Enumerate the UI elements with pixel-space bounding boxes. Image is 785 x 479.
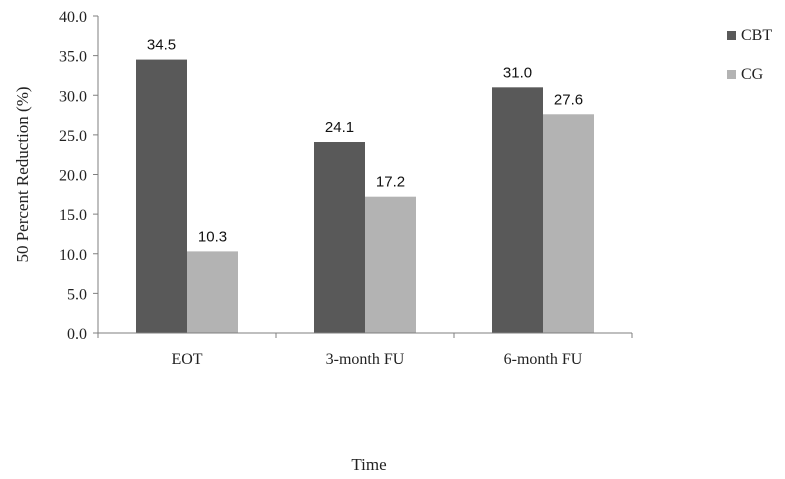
y-tick-label: 30.0 xyxy=(59,88,87,105)
bar-value-label: 27.6 xyxy=(554,91,583,108)
bar-value-label: 34.5 xyxy=(147,37,176,54)
y-tick-label: 15.0 xyxy=(59,207,87,224)
bar-cg xyxy=(543,114,594,334)
legend-swatch-cg xyxy=(727,70,736,79)
legend: CBT CG xyxy=(727,27,772,83)
bars xyxy=(136,59,594,334)
legend-label-cbt: CBT xyxy=(741,27,772,44)
y-axis-ticks: 0.0 5.0 10.0 15.0 20.0 25.0 30.0 35.0 40.0 xyxy=(59,9,98,343)
y-tick-label: 0.0 xyxy=(67,326,87,343)
bar-cbt xyxy=(136,59,187,334)
x-axis-category-labels: EOT 3-month FU 6-month FU xyxy=(171,351,582,368)
x-axis-title: Time xyxy=(351,455,386,474)
x-axis-ticks xyxy=(97,333,633,338)
bar-cg xyxy=(365,196,416,333)
bar-cbt xyxy=(314,142,365,333)
bar-value-labels: 34.5 10.3 24.1 17.2 31.0 27.6 xyxy=(147,37,583,246)
bar-cbt xyxy=(492,87,543,333)
y-tick-label: 35.0 xyxy=(59,49,87,66)
legend-swatch-cbt xyxy=(727,31,736,40)
y-tick-label: 20.0 xyxy=(59,168,87,185)
x-category-label: EOT xyxy=(171,351,202,368)
x-category-label: 3-month FU xyxy=(326,351,405,368)
bar-cg xyxy=(187,251,238,333)
bar-value-label: 31.0 xyxy=(503,64,532,81)
y-axis-title: 50 Percent Reduction (%) xyxy=(13,86,32,262)
bar-value-label: 24.1 xyxy=(325,119,354,136)
bar-value-label: 17.2 xyxy=(376,174,405,191)
legend-label-cg: CG xyxy=(741,66,764,83)
y-tick-label: 25.0 xyxy=(59,128,87,145)
y-tick-label: 40.0 xyxy=(59,9,87,26)
y-tick-label: 5.0 xyxy=(67,286,87,303)
bar-value-label: 10.3 xyxy=(198,228,227,245)
x-category-label: 6-month FU xyxy=(504,351,583,368)
y-tick-label: 10.0 xyxy=(59,247,87,264)
